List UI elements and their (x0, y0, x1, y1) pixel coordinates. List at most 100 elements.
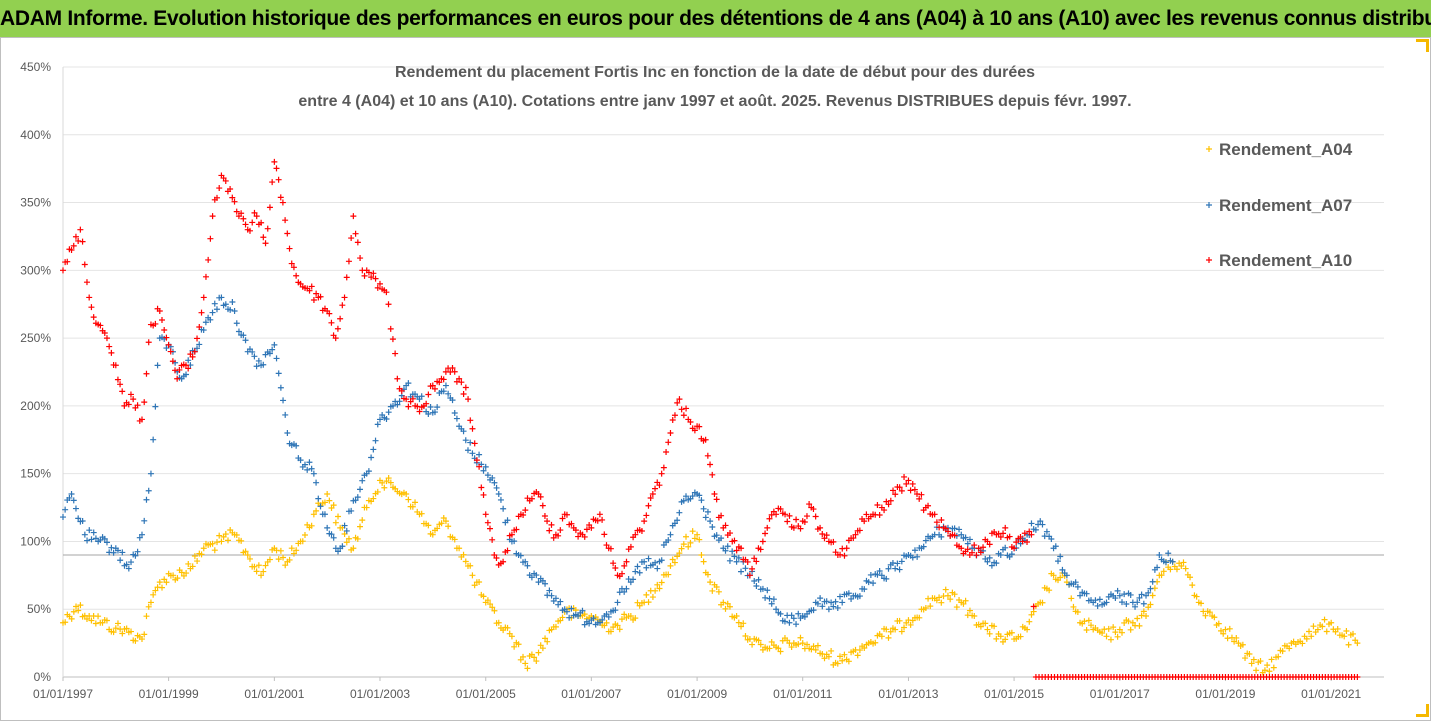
data-point (839, 657, 846, 664)
data-point (458, 379, 465, 386)
data-point (643, 512, 650, 519)
data-point (290, 264, 297, 271)
data-point (627, 613, 634, 619)
data-point (1052, 543, 1059, 550)
data-point (194, 558, 201, 565)
data-point (476, 579, 483, 585)
data-point (581, 611, 588, 618)
data-point (249, 348, 256, 355)
data-point (357, 523, 364, 530)
data-point (476, 451, 483, 458)
data-point (480, 467, 487, 474)
y-tick-label: 350% (20, 196, 51, 210)
data-point (654, 581, 661, 588)
data-point (823, 532, 830, 539)
data-point (773, 511, 780, 518)
data-point (163, 579, 170, 586)
data-point (1187, 574, 1194, 581)
x-tick-label: 01/01/2007 (561, 687, 621, 701)
data-point (1114, 633, 1121, 640)
data-point (385, 475, 392, 482)
data-point (1057, 553, 1064, 560)
data-point (114, 547, 121, 554)
x-tick-label: 01/01/2003 (350, 687, 410, 701)
data-point (698, 497, 705, 504)
data-point (275, 370, 282, 377)
data-point (412, 499, 419, 506)
data-point (487, 601, 494, 608)
data-point (255, 562, 262, 569)
data-point (557, 617, 564, 624)
data-point (1092, 597, 1099, 604)
data-point (632, 568, 639, 575)
data-point (843, 545, 850, 552)
data-point (707, 579, 714, 586)
data-point (493, 484, 500, 491)
data-point (680, 412, 687, 419)
y-axis-tick-labels: 0% 50% 100% 150% 200% 250% 300% 350% 400% 450% (20, 60, 51, 684)
data-point (114, 376, 121, 383)
data-point (110, 549, 117, 556)
data-point (372, 437, 379, 444)
data-point (339, 543, 346, 550)
data-point (552, 623, 559, 630)
data-point (207, 235, 214, 242)
data-point (60, 514, 66, 521)
data-point (385, 409, 392, 416)
data-point (394, 401, 401, 408)
data-point (837, 551, 844, 558)
data-point (691, 427, 698, 434)
data-point (233, 531, 240, 538)
data-point (566, 614, 573, 621)
data-point (704, 571, 711, 578)
data-point (370, 270, 377, 277)
data-point (841, 651, 848, 658)
data-point (306, 459, 313, 466)
data-point (299, 538, 306, 545)
data-point (691, 535, 698, 542)
data-point (544, 638, 551, 645)
data-point (513, 526, 520, 533)
data-point (1268, 656, 1275, 663)
data-point (233, 208, 240, 215)
y-tick-label: 400% (20, 128, 51, 142)
data-point (612, 565, 619, 572)
data-point (161, 326, 168, 333)
data-point (240, 332, 247, 339)
data-point (909, 554, 916, 561)
data-point (729, 548, 736, 555)
data-point (958, 545, 965, 552)
data-point (1085, 617, 1092, 624)
data-point (689, 528, 696, 535)
data-point (1261, 667, 1268, 674)
data-point (984, 626, 991, 633)
data-point (832, 598, 839, 605)
data-point (165, 341, 172, 348)
data-point (1345, 641, 1352, 648)
data-point (962, 534, 969, 541)
data-point (1121, 591, 1128, 598)
data-point (321, 499, 328, 506)
data-point (273, 355, 280, 362)
data-point (918, 491, 925, 498)
data-point (282, 411, 289, 418)
data-point (1024, 626, 1031, 633)
data-point (326, 497, 333, 504)
data-point (170, 572, 177, 579)
data-point (1220, 630, 1227, 637)
data-point (733, 613, 740, 619)
data-point (861, 518, 868, 525)
data-point (1002, 636, 1009, 643)
data-point (652, 485, 659, 492)
data-point (416, 408, 423, 415)
data-point (368, 454, 375, 461)
data-point (150, 591, 157, 598)
y-tick-label: 150% (20, 467, 51, 481)
data-point (310, 296, 317, 303)
data-point (1264, 662, 1271, 669)
data-point (328, 319, 335, 326)
data-point (839, 599, 846, 606)
x-tick-label: 01/01/2017 (1090, 687, 1150, 701)
data-point (359, 517, 366, 524)
data-point (1193, 593, 1200, 600)
